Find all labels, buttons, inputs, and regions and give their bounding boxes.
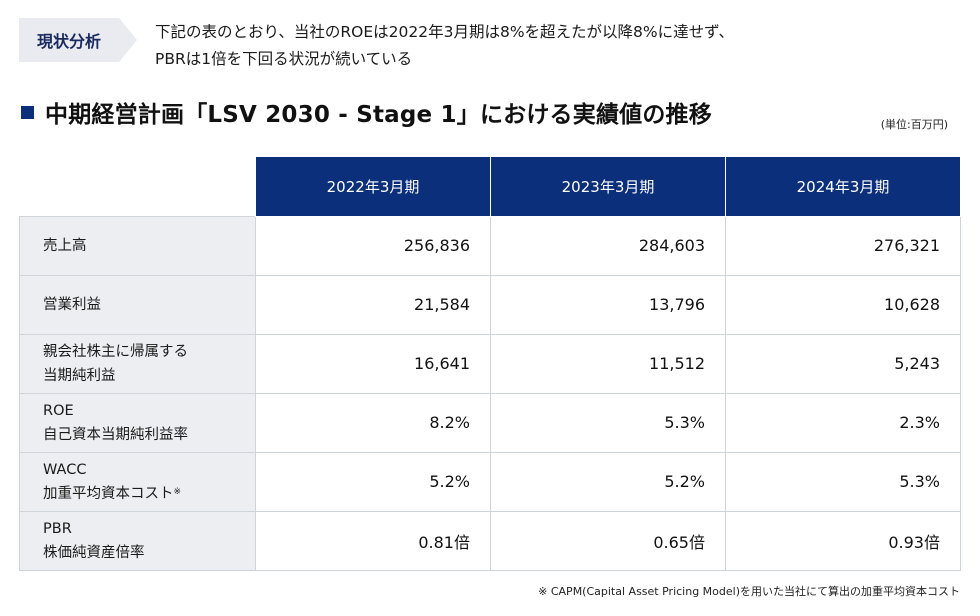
summary-line-1: 下記の表のとおり、当社のROEは2022年3月期は8%を超えたが以降8%に達せず… (155, 23, 735, 41)
column-header: 2022年3月期 (255, 157, 491, 217)
table-header-row: 2022年3月期 2023年3月期 2024年3月期 (20, 157, 961, 217)
table-cell: 5.3% (490, 392, 726, 453)
row-label: PBR 株価純資産倍率 (19, 510, 256, 571)
summary-line-2: PBRは1倍を下回る状況が続いている (155, 50, 413, 68)
table-cell: 0.93倍 (725, 510, 961, 571)
row-label-line: 加重平均資本コスト※ (43, 482, 255, 506)
table-cell: 5.2% (490, 451, 726, 512)
table-cell: 5.3% (725, 451, 961, 512)
current-analysis-tag: 現状分析 (19, 18, 137, 62)
column-header: 2024年3月期 (725, 157, 961, 217)
table-row: ROE 自己資本当期純利益率 8.2% 5.3% 2.3% (19, 392, 961, 453)
table-cell: 5,243 (725, 333, 961, 394)
table-row: PBR 株価純資産倍率 0.81倍 0.65倍 0.93倍 (19, 510, 961, 571)
row-label-line: 当期純利益 (43, 367, 116, 384)
row-label: ROE 自己資本当期純利益率 (19, 392, 256, 453)
performance-table: 2022年3月期 2023年3月期 2024年3月期 売上高 256,836 2… (19, 157, 961, 571)
table-cell: 21,584 (255, 274, 491, 335)
table-cell: 8.2% (255, 392, 491, 453)
row-label: 親会社株主に帰属する 当期純利益 (19, 333, 256, 394)
table-cell: 284,603 (490, 215, 726, 276)
table-cell: 13,796 (490, 274, 726, 335)
table-cell: 0.65倍 (490, 510, 726, 571)
row-label: 売上高 (19, 215, 256, 276)
table-cell: 11,512 (490, 333, 726, 394)
table-row: 売上高 256,836 284,603 276,321 (19, 215, 961, 276)
table-corner-cell (20, 157, 256, 216)
column-header: 2023年3月期 (490, 157, 726, 217)
footnote: ※ CAPM(Capital Asset Pricing Model)を用いた当… (538, 585, 960, 598)
table-cell: 0.81倍 (255, 510, 491, 571)
row-label: WACC 加重平均資本コスト※ (19, 451, 256, 512)
table-cell: 16,641 (255, 333, 491, 394)
row-label-line: PBR (43, 520, 72, 537)
row-label-line: 売上高 (43, 237, 87, 254)
row-label-line: 自己資本当期純利益率 (43, 426, 188, 443)
row-label-text: 加重平均資本コスト (43, 485, 174, 502)
table-cell: 2.3% (725, 392, 961, 453)
table-cell: 10,628 (725, 274, 961, 335)
row-label-line: 営業利益 (43, 296, 101, 313)
table-row: 親会社株主に帰属する 当期純利益 16,641 11,512 5,243 (19, 333, 961, 394)
footnote-mark: ※ (173, 486, 182, 497)
section-title: 中期経営計画「LSV 2030 - Stage 1」における実績値の推移 (45, 102, 712, 128)
row-label: 営業利益 (19, 274, 256, 335)
row-label-line: ROE (43, 402, 74, 419)
table-cell: 256,836 (255, 215, 491, 276)
table-cell: 5.2% (255, 451, 491, 512)
row-label-line: 株価純資産倍率 (43, 544, 145, 561)
section-square-icon (21, 106, 34, 119)
summary-text: 下記の表のとおり、当社のROEは2022年3月期は8%を超えたが以降8%に達せず… (155, 19, 955, 73)
table-row: 営業利益 21,584 13,796 10,628 (19, 274, 961, 335)
row-label-line: WACC (43, 461, 87, 478)
table-cell: 276,321 (725, 215, 961, 276)
unit-note: (単位:百万円) (880, 118, 948, 131)
table-row: WACC 加重平均資本コスト※ 5.2% 5.2% 5.3% (19, 451, 961, 512)
row-label-line: 親会社株主に帰属する (43, 343, 188, 360)
